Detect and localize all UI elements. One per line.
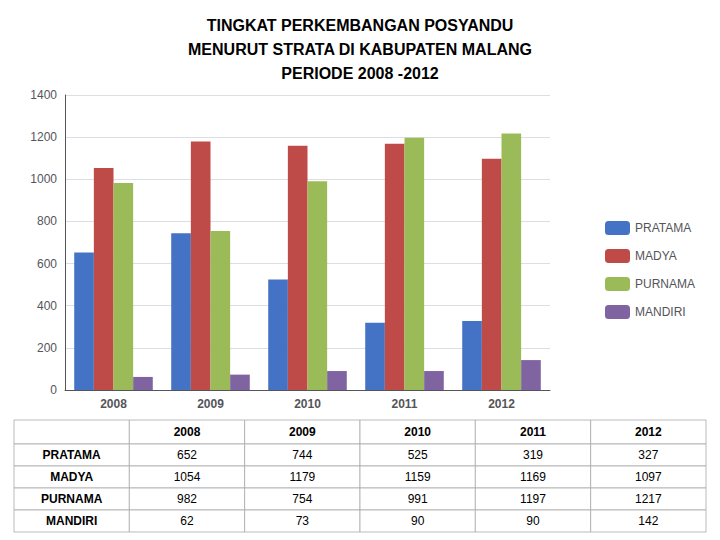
svg-text:MADYA: MADYA: [635, 249, 677, 263]
svg-text:200: 200: [37, 341, 57, 355]
svg-text:800: 800: [37, 214, 57, 228]
svg-text:1159: 1159: [405, 470, 431, 484]
svg-text:1054: 1054: [174, 470, 201, 484]
svg-text:MADYA: MADYA: [50, 470, 93, 484]
svg-text:PURNAMA: PURNAMA: [635, 277, 695, 291]
svg-text:400: 400: [37, 299, 57, 313]
svg-text:2012: 2012: [488, 397, 515, 411]
svg-text:PURNAMA: PURNAMA: [41, 492, 103, 506]
svg-text:327: 327: [638, 448, 658, 462]
svg-text:600: 600: [37, 257, 57, 271]
svg-text:2008: 2008: [100, 397, 127, 411]
svg-text:1097: 1097: [635, 470, 662, 484]
svg-text:2011: 2011: [391, 397, 417, 411]
svg-text:2009: 2009: [289, 425, 316, 439]
svg-text:2011: 2011: [520, 425, 546, 439]
svg-text:90: 90: [411, 514, 425, 528]
svg-text:73: 73: [296, 514, 310, 528]
svg-text:2012: 2012: [635, 425, 662, 439]
svg-text:PRATAMA: PRATAMA: [43, 448, 102, 462]
svg-text:1169: 1169: [520, 470, 546, 484]
svg-text:1197: 1197: [520, 492, 546, 506]
svg-text:1400: 1400: [30, 88, 57, 102]
svg-text:62: 62: [180, 514, 194, 528]
svg-text:982: 982: [177, 492, 197, 506]
svg-text:PRATAMA: PRATAMA: [635, 221, 691, 235]
svg-text:PERIODE 2008 -2012: PERIODE 2008 -2012: [281, 65, 439, 82]
svg-text:MENURUT STRATA DI KABUPATEN MA: MENURUT STRATA DI KABUPATEN MALANG: [188, 41, 532, 58]
svg-text:754: 754: [292, 492, 312, 506]
svg-text:1000: 1000: [30, 172, 57, 186]
svg-text:319: 319: [523, 448, 543, 462]
svg-text:MANDIRI: MANDIRI: [46, 514, 97, 528]
svg-text:2010: 2010: [404, 425, 431, 439]
svg-text:2010: 2010: [294, 397, 321, 411]
svg-text:142: 142: [638, 514, 658, 528]
svg-text:525: 525: [408, 448, 428, 462]
svg-text:744: 744: [292, 448, 312, 462]
svg-text:991: 991: [408, 492, 428, 506]
svg-text:MANDIRI: MANDIRI: [635, 305, 686, 319]
svg-text:1179: 1179: [289, 470, 315, 484]
svg-text:2008: 2008: [174, 425, 201, 439]
svg-text:1217: 1217: [635, 492, 662, 506]
svg-text:90: 90: [526, 514, 540, 528]
svg-text:1200: 1200: [30, 130, 57, 144]
svg-text:TINGKAT PERKEMBANGAN POSYANDU: TINGKAT PERKEMBANGAN POSYANDU: [207, 17, 514, 34]
svg-text:0: 0: [50, 383, 57, 397]
svg-text:2009: 2009: [197, 397, 224, 411]
svg-text:652: 652: [177, 448, 197, 462]
